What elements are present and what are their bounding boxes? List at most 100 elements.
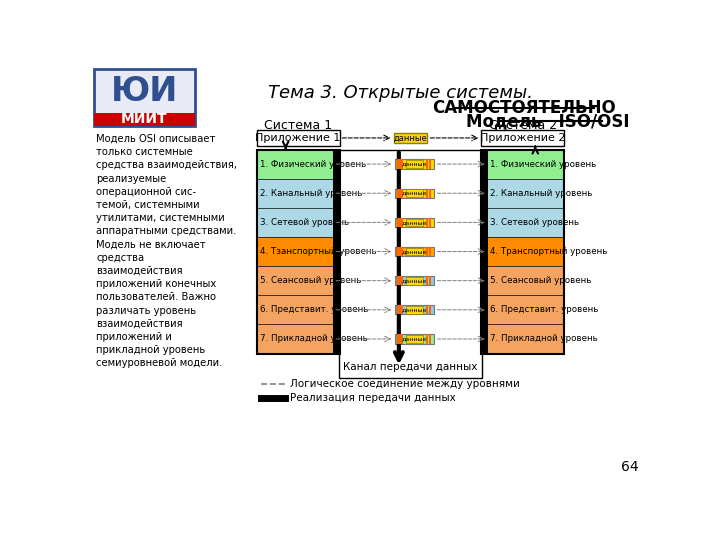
Bar [482, 237, 487, 266]
Text: 64: 64 [621, 461, 639, 475]
Bar [395, 188, 433, 198]
Bar [426, 218, 428, 227]
Bar [406, 306, 423, 314]
Bar [406, 277, 423, 285]
Text: 4. Транспортный уровень: 4. Транспортный уровень [490, 247, 607, 256]
Text: данные: данные [402, 161, 427, 166]
Bar [406, 248, 423, 255]
Bar [333, 266, 340, 295]
Text: 2. Канальный уровень: 2. Канальный уровень [490, 188, 593, 198]
Bar [487, 266, 564, 295]
Bar [429, 334, 431, 343]
Bar [400, 305, 402, 314]
Bar [482, 130, 564, 146]
Bar [395, 247, 433, 256]
Bar [397, 247, 400, 256]
Bar [256, 295, 333, 325]
Text: 1. Физический уровень: 1. Физический уровень [490, 160, 596, 168]
Text: Модель   ISO/OSI: Модель ISO/OSI [466, 112, 629, 131]
Text: Система 2: Система 2 [489, 119, 557, 132]
Bar [426, 276, 428, 285]
Bar [397, 218, 400, 227]
Text: 6. Представит. уровень: 6. Представит. уровень [490, 305, 598, 314]
Text: Тема 3. Открытые системы.: Тема 3. Открытые системы. [268, 84, 533, 102]
Bar [256, 130, 340, 146]
Bar [94, 69, 194, 126]
Bar [482, 295, 487, 325]
Bar [395, 159, 433, 168]
Text: данные: данные [402, 278, 427, 283]
Bar [256, 150, 333, 179]
Bar [487, 237, 564, 266]
Bar [482, 325, 487, 354]
Bar [397, 305, 400, 314]
Bar [256, 208, 333, 237]
Bar [397, 276, 400, 285]
Bar [482, 150, 564, 354]
Bar [256, 325, 333, 354]
Text: Модель OSI описывает
только системные
средства взаимодействия,
реализуемые
опера: Модель OSI описывает только системные ср… [96, 134, 237, 368]
Bar [400, 276, 402, 285]
Bar [482, 266, 487, 295]
Bar [256, 179, 333, 208]
Text: МИИТ: МИИТ [121, 112, 168, 126]
Bar [397, 334, 400, 343]
Bar [256, 266, 333, 295]
Bar [395, 334, 433, 343]
Bar [482, 208, 487, 237]
Bar [487, 295, 564, 325]
Bar [333, 237, 340, 266]
Bar [400, 159, 402, 168]
Bar [395, 218, 433, 227]
Bar [429, 247, 431, 256]
Bar [487, 179, 564, 208]
Bar [429, 159, 431, 168]
Text: ЮИ: ЮИ [111, 75, 178, 108]
Bar [426, 188, 428, 198]
Text: Канал передачи данных: Канал передачи данных [343, 362, 477, 373]
Bar [333, 325, 340, 354]
Bar [487, 208, 564, 237]
Bar [333, 150, 340, 179]
Bar [426, 305, 428, 314]
Bar [406, 190, 423, 197]
Text: Реализация передачи данных: Реализация передачи данных [290, 393, 456, 403]
Text: 5. Сеансовый уровень: 5. Сеансовый уровень [260, 276, 361, 285]
Bar [256, 150, 340, 354]
Bar [406, 219, 423, 226]
Bar [426, 334, 428, 343]
Text: Приложение 1: Приложение 1 [256, 133, 341, 143]
Bar [487, 325, 564, 354]
Bar [429, 218, 431, 227]
Text: 2. Канальный уровень: 2. Канальный уровень [260, 188, 362, 198]
Bar [339, 150, 482, 378]
Text: 1. Физический уровень: 1. Физический уровень [260, 160, 366, 168]
Bar [429, 305, 431, 314]
Text: 3. Сетевой уровень: 3. Сетевой уровень [490, 218, 579, 227]
Bar [333, 179, 340, 208]
Text: данные: данные [402, 249, 427, 254]
Text: 7. Прикладной уровень: 7. Прикладной уровень [260, 334, 367, 343]
Bar [256, 237, 333, 266]
Text: 5. Сеансовый уровень: 5. Сеансовый уровень [490, 276, 591, 285]
Text: данные: данные [402, 191, 427, 195]
Bar [406, 160, 423, 168]
Bar [400, 334, 402, 343]
Text: данные: данные [402, 220, 427, 225]
Text: 6. Представит. уровень: 6. Представит. уровень [260, 305, 368, 314]
Bar [333, 295, 340, 325]
Bar [400, 218, 402, 227]
Text: 3. Сетевой уровень: 3. Сетевой уровень [260, 218, 349, 227]
Bar [400, 188, 402, 198]
Bar [394, 133, 427, 143]
Bar [482, 150, 487, 179]
Bar [397, 188, 400, 198]
Text: 7. Прикладной уровень: 7. Прикладной уровень [490, 334, 598, 343]
Bar [406, 335, 423, 343]
Bar [395, 276, 433, 285]
Bar [426, 159, 428, 168]
Text: Приложение 2: Приложение 2 [480, 133, 566, 143]
Text: данные: данные [402, 336, 427, 341]
Bar [333, 208, 340, 237]
Bar [426, 247, 428, 256]
